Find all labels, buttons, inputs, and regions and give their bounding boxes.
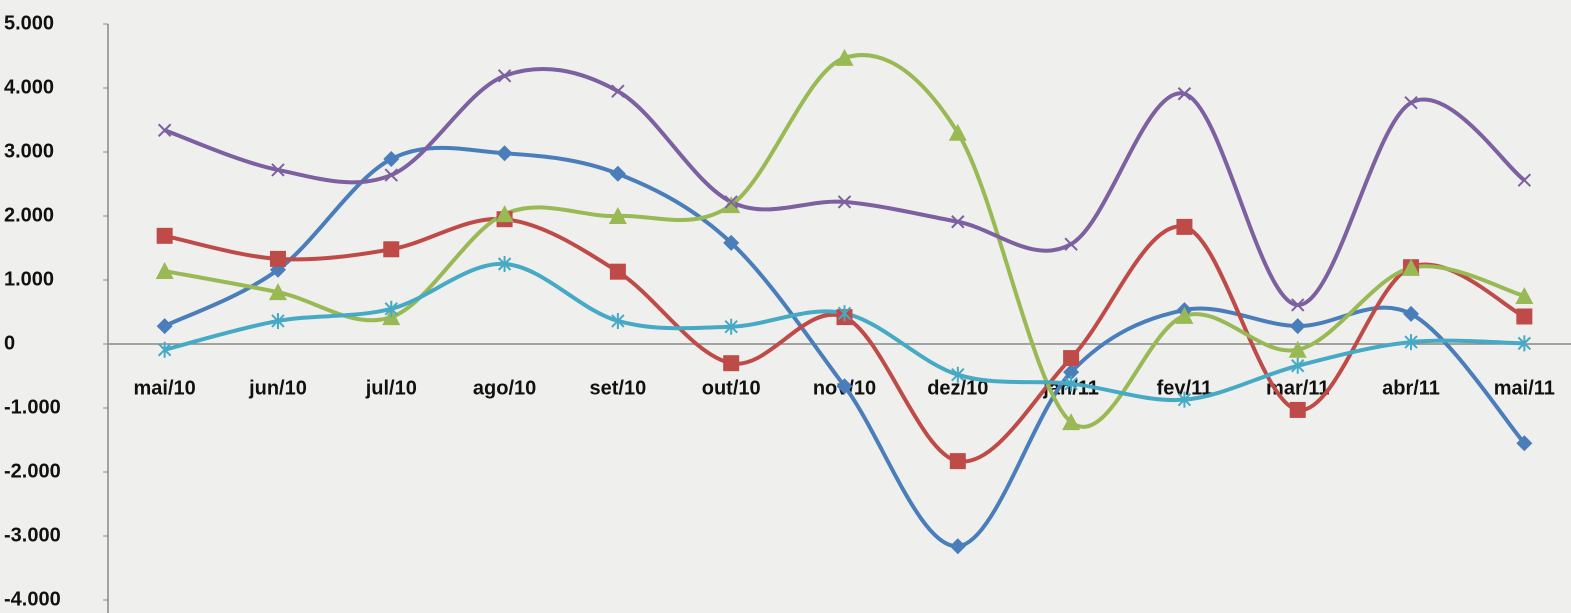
x-tick-label: dez/10 xyxy=(927,377,988,399)
marker xyxy=(722,196,741,214)
y-tick-label: 2.000 xyxy=(4,204,54,226)
marker xyxy=(1177,87,1192,101)
marker xyxy=(269,250,286,267)
marker xyxy=(1062,413,1081,431)
marker xyxy=(268,283,287,301)
marker xyxy=(383,241,400,258)
marker xyxy=(609,263,626,280)
marker xyxy=(157,341,172,358)
y-tick-label: -1.000 xyxy=(4,396,61,418)
y-tick-label: -3.000 xyxy=(4,524,61,546)
marker xyxy=(835,48,854,66)
marker xyxy=(497,69,512,83)
marker xyxy=(1516,308,1533,325)
marker xyxy=(156,318,173,335)
marker xyxy=(1176,218,1193,235)
marker xyxy=(723,355,740,372)
marker xyxy=(611,84,625,98)
marker xyxy=(724,195,738,209)
marker xyxy=(1403,305,1420,322)
marker xyxy=(271,312,285,329)
x-tick-label: out/10 xyxy=(702,377,761,399)
marker xyxy=(497,256,512,272)
series-line xyxy=(163,66,1526,307)
marker xyxy=(155,262,174,280)
marker xyxy=(609,165,626,182)
marker xyxy=(949,538,966,555)
x-tick-label: mar/11 xyxy=(1266,377,1329,399)
marker xyxy=(1515,287,1534,304)
marker xyxy=(1404,334,1418,351)
marker xyxy=(1064,237,1078,251)
marker xyxy=(951,366,965,383)
marker xyxy=(951,215,965,229)
marker xyxy=(1063,350,1080,367)
marker xyxy=(1291,298,1305,312)
marker xyxy=(496,145,513,162)
marker xyxy=(384,300,398,317)
marker xyxy=(723,234,740,251)
y-tick-label: -4.000 xyxy=(4,588,61,610)
y-tick-label: -2.000 xyxy=(4,460,61,482)
marker xyxy=(837,195,852,209)
marker xyxy=(1516,435,1533,452)
marker xyxy=(608,207,627,224)
marker xyxy=(1517,173,1532,187)
marker xyxy=(383,151,400,168)
marker xyxy=(157,123,172,137)
marker xyxy=(1175,306,1194,324)
marker xyxy=(1291,357,1305,374)
y-tick-label: 1.000 xyxy=(4,268,54,290)
marker xyxy=(1404,96,1418,110)
marker xyxy=(611,312,625,329)
x-tick-label: set/10 xyxy=(590,377,647,399)
x-tick-label: ago/10 xyxy=(473,377,536,399)
marker xyxy=(1064,375,1078,392)
y-tick-label: 3.000 xyxy=(4,140,54,162)
x-tick-label: jun/10 xyxy=(248,377,307,399)
x-tick-label: mai/10 xyxy=(134,377,196,399)
x-tick-label: mai/11 xyxy=(1494,377,1555,399)
marker xyxy=(836,378,853,395)
marker xyxy=(1289,401,1306,418)
x-tick-label: jul/10 xyxy=(365,377,417,399)
marker xyxy=(1177,391,1192,408)
marker xyxy=(1517,335,1532,352)
marker xyxy=(949,453,966,470)
marker xyxy=(948,123,967,141)
series-line xyxy=(163,145,1526,549)
marker xyxy=(1289,318,1306,335)
y-tick-label: 5.000 xyxy=(4,12,54,34)
marker xyxy=(495,205,514,223)
marker xyxy=(271,163,285,177)
y-tick-label: 4.000 xyxy=(4,76,54,98)
x-tick-label: fev/11 xyxy=(1157,377,1213,399)
marker xyxy=(724,318,738,335)
y-tick-label: 0 xyxy=(4,332,15,354)
marker xyxy=(1402,258,1421,276)
marker xyxy=(1288,340,1307,358)
x-tick-label: abr/11 xyxy=(1382,377,1440,399)
series-line xyxy=(164,53,1525,429)
marker xyxy=(156,227,173,244)
marker xyxy=(1063,364,1080,381)
marker xyxy=(837,305,852,322)
marker xyxy=(384,168,398,182)
